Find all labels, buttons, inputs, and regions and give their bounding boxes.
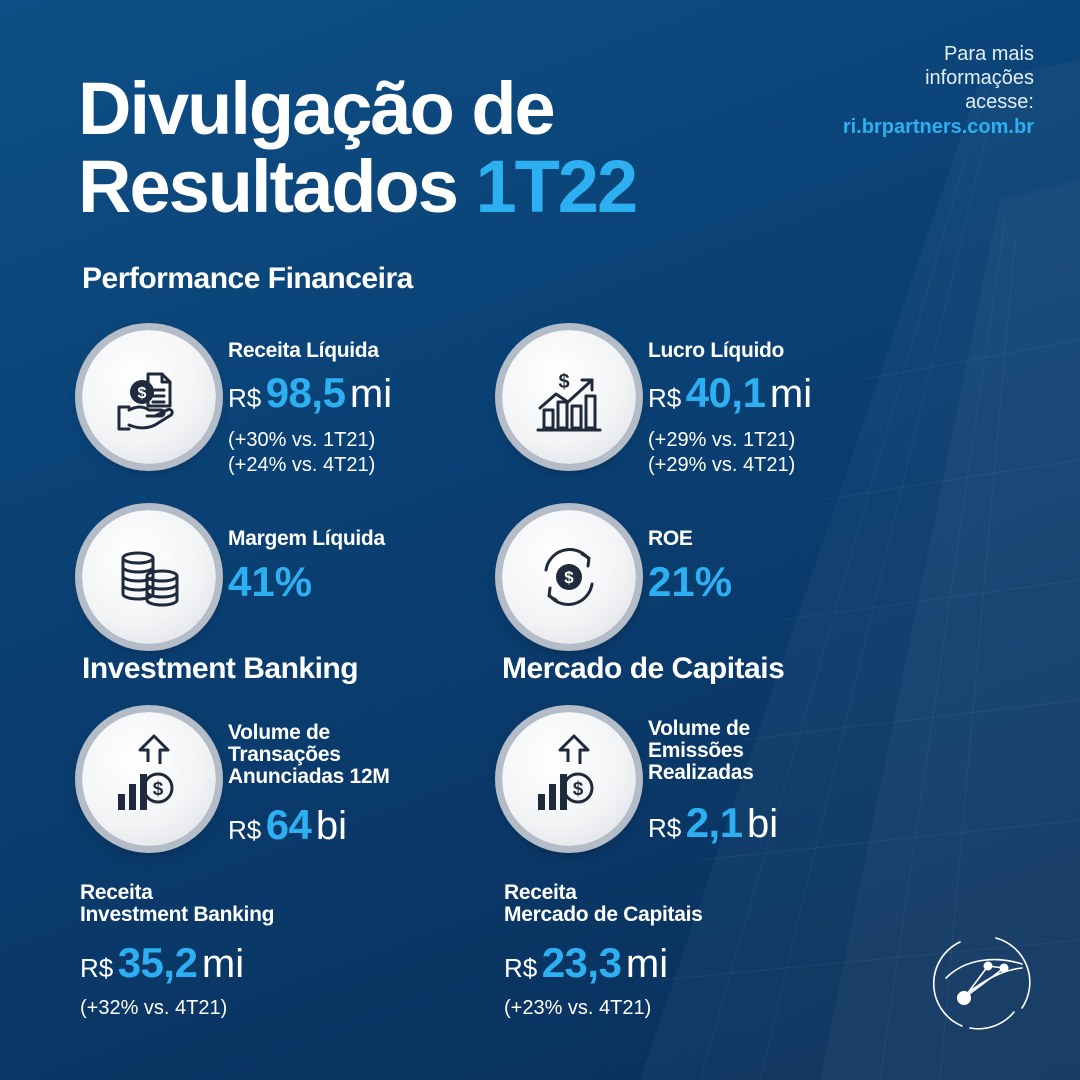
margem-liquida-value: 41% (228, 558, 313, 605)
svg-text:$: $ (138, 385, 147, 402)
svg-text:$: $ (573, 779, 584, 800)
svg-text:$: $ (153, 779, 164, 800)
label-line: Realizadas (648, 761, 754, 784)
ib-volume-value: R$ 64 bi (228, 800, 347, 860)
currency-symbol: R$ (228, 383, 262, 413)
bar-dollar-arrow-icon: $ (502, 712, 636, 846)
value-number: 40,1 (685, 369, 766, 416)
section-title-performance: Performance Financeira (82, 262, 413, 295)
lucro-liquido-value: R$ 40,1 mi (648, 368, 812, 428)
label-line: Anunciadas 12M (228, 765, 390, 788)
receita-liquida-label: Receita Líquida (228, 339, 379, 362)
value-number: 64 (265, 801, 312, 848)
value-number: 35,2 (117, 939, 198, 986)
roe-value: 21% (648, 558, 733, 605)
info-line: informações (925, 67, 1034, 89)
receita-mc-value: R$ 23,3 mi (504, 938, 668, 998)
value-unit: mi (625, 942, 669, 986)
roe-label: ROE (648, 527, 693, 550)
title-word-resultados: Resultados (78, 145, 459, 228)
label-line: Mercado de Capitais (504, 903, 703, 926)
value-unit: bi (315, 804, 348, 848)
bar-dollar-arrow-icon: $ (82, 712, 216, 846)
mc-volume-label: Volume de Emissões Realizadas (648, 718, 754, 784)
comparison-note: (+24% vs. 4T21) (228, 454, 376, 476)
label-line: Volume de (228, 721, 330, 744)
currency-symbol: R$ (504, 953, 538, 983)
coin-stacks-icon (82, 510, 216, 644)
comparison-note: (+30% vs. 1T21) (228, 429, 376, 451)
currency-symbol: R$ (80, 953, 114, 983)
receita-mc-label: Receita Mercado de Capitais (504, 882, 703, 926)
info-line: acesse: (965, 91, 1034, 113)
label-line: Receita (504, 881, 577, 904)
comparison-note: (+29% vs. 1T21) (648, 429, 796, 451)
title-period-accent: 1T22 (475, 145, 638, 228)
label-line: Emissões (648, 739, 744, 762)
value-number: 2,1 (685, 799, 743, 846)
title-line-1: Divulgação de (78, 67, 556, 150)
money-hand-icon: $ (82, 330, 216, 464)
info-line: Para mais (943, 43, 1034, 65)
value-unit: mi (349, 372, 393, 416)
section-title-mercado-capitais: Mercado de Capitais (502, 652, 785, 685)
receita-ib-note: (+32% vs. 4T21) (80, 997, 228, 1019)
info-box: Para mais informações acesse: ri.brpartn… (774, 42, 1034, 140)
currency-symbol: R$ (648, 813, 682, 843)
comparison-note: (+29% vs. 4T21) (648, 454, 796, 476)
svg-text:$: $ (558, 371, 569, 393)
receita-liquida-notes: (+30% vs. 1T21) (+24% vs. 4T21) (228, 428, 375, 478)
value-number: 23,3 (541, 939, 622, 986)
value-unit: mi (769, 372, 813, 416)
receita-ib-value: R$ 35,2 mi (80, 938, 244, 998)
info-text: Para mais informações acesse: (774, 42, 1034, 114)
value-unit: bi (747, 802, 779, 846)
label-line: Volume de (648, 717, 750, 740)
label-line: Transações (228, 743, 341, 766)
currency-symbol: R$ (648, 383, 682, 413)
svg-text:$: $ (564, 568, 574, 587)
title-line-2: Resultados 1T22 (78, 148, 778, 226)
page-title: Divulgação de Resultados 1T22 (78, 70, 778, 226)
section-title-investment-banking: Investment Banking (82, 652, 359, 685)
currency-symbol: R$ (228, 815, 262, 845)
lucro-liquido-label: Lucro Líquido (648, 339, 785, 362)
value-number: 98,5 (265, 369, 346, 416)
ib-volume-label: Volume de Transações Anunciadas 12M (228, 722, 390, 788)
receita-liquida-value: R$ 98,5 mi (228, 368, 392, 428)
value-unit: mi (201, 942, 245, 986)
dollar-cycle-icon: $ (502, 510, 636, 644)
globe-network-logo-icon (932, 937, 1031, 1030)
receita-ib-label: Receita Investment Banking (80, 882, 274, 926)
lucro-liquido-notes: (+29% vs. 1T21) (+29% vs. 4T21) (648, 428, 795, 478)
label-line: Receita (80, 881, 153, 904)
ir-website-link[interactable]: ri.brpartners.com.br (842, 116, 1034, 138)
label-line: Investment Banking (80, 903, 275, 926)
mc-volume-value: R$ 2,1 bi (648, 798, 778, 858)
growth-chart-icon: $ (502, 330, 636, 464)
margem-liquida-label: Margem Líquida (228, 527, 385, 550)
receita-mc-note: (+23% vs. 4T21) (504, 997, 652, 1019)
